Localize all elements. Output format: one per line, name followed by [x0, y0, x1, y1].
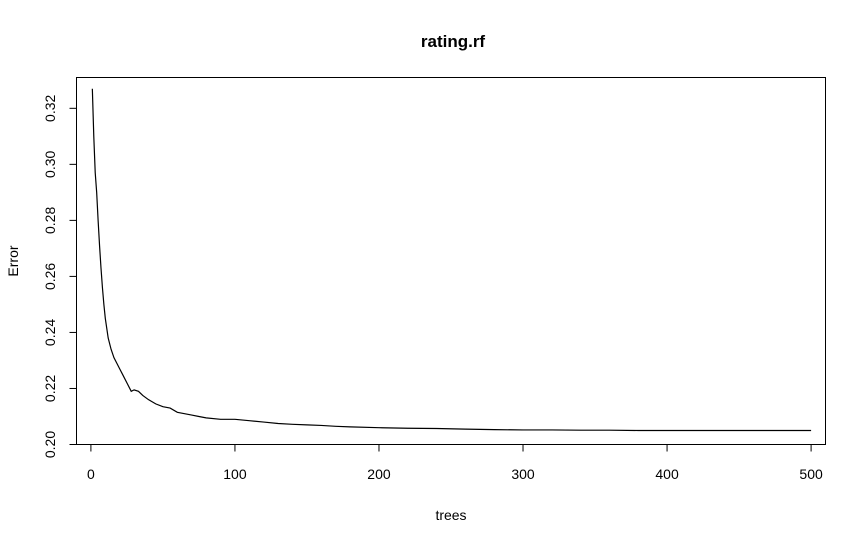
x-axis-label: trees — [435, 507, 466, 523]
x-tick-label: 300 — [511, 466, 535, 482]
x-tick-label: 200 — [367, 466, 391, 482]
plot-frame — [76, 77, 826, 445]
y-tick-label: 0.28 — [42, 207, 58, 234]
y-tick-label: 0.22 — [42, 375, 58, 402]
x-axis: 0 100 200 300 400 500 — [87, 444, 823, 482]
y-axis-label: Error — [5, 245, 21, 276]
y-tick-label: 0.30 — [42, 151, 58, 178]
y-axis: 0.20 0.22 0.24 0.26 0.28 0.30 0.32 — [42, 94, 77, 458]
x-tick-label: 0 — [87, 466, 95, 482]
x-tick-label: 500 — [799, 466, 823, 482]
error-series-line — [91, 88, 812, 432]
x-tick-label: 400 — [655, 466, 679, 482]
series-layer — [91, 88, 812, 432]
chart-title: rating.rf — [421, 32, 486, 51]
x-tick-label: 100 — [223, 466, 247, 482]
y-tick-label: 0.26 — [42, 263, 58, 290]
y-tick-label: 0.24 — [42, 319, 58, 346]
y-tick-label: 0.20 — [42, 431, 58, 458]
y-tick-label: 0.32 — [42, 94, 58, 121]
